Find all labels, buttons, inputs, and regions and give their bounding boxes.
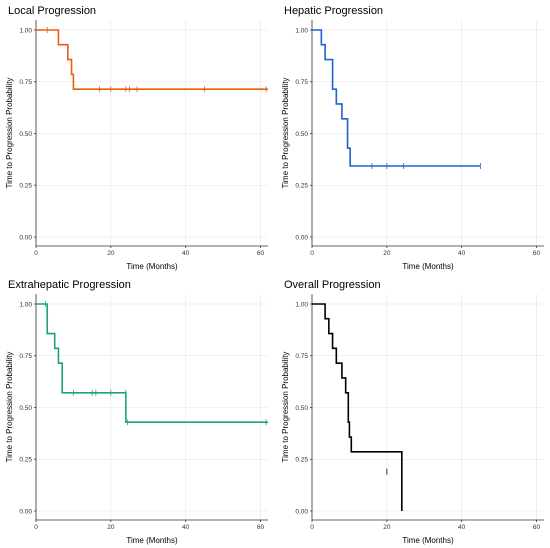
panel-title: Overall Progression [284, 279, 381, 291]
km-step-line [36, 303, 268, 423]
y-tick-label: 0.75 [295, 353, 308, 360]
x-tick-label: 20 [107, 250, 115, 257]
km-step-line [36, 29, 268, 91]
y-tick-label: 1.00 [295, 301, 308, 308]
panel-title: Local Progression [8, 5, 96, 17]
panel-3: Extrahepatic Progression 0 20 40 60 0.00 0.25 0… [5, 279, 268, 545]
y-tick-label: 0.00 [19, 234, 32, 241]
y-tick-label: 0.25 [19, 183, 32, 190]
y-tick-label: 0.75 [19, 79, 32, 86]
y-tick-label: 1.00 [19, 27, 32, 34]
y-tick-label: 0.00 [19, 508, 32, 515]
x-tick-label: 40 [458, 524, 466, 531]
x-tick-label: 20 [383, 250, 391, 257]
x-tick-label: 60 [533, 250, 541, 257]
y-tick-label: 0.50 [295, 131, 308, 138]
panel-title: Extrahepatic Progression [8, 279, 131, 291]
x-tick-label: 40 [458, 250, 466, 257]
x-tick-label: 0 [310, 250, 314, 257]
y-tick-label: 0.50 [295, 405, 308, 412]
y-tick-label: 0.25 [295, 457, 308, 464]
y-axis-label: Time to Progression Probability [5, 352, 14, 463]
y-axis-label: Time to Progression Probability [281, 352, 290, 463]
panel-4: Overall Progression 0 20 40 60 0.00 0.25 0.50 0.… [281, 279, 544, 545]
x-axis-label: Time (Months) [402, 262, 454, 271]
panel-1: Local Progression 0 20 40 60 0.00 0.25 0.50 0.75… [5, 5, 268, 271]
y-axis-label: Time to Progression Probability [281, 78, 290, 189]
y-tick-label: 1.00 [19, 301, 32, 308]
km-step-line [312, 303, 403, 511]
x-axis-label: Time (Months) [402, 536, 454, 545]
y-tick-label: 0.50 [19, 131, 32, 138]
y-tick-label: 1.00 [295, 27, 308, 34]
y-tick-label: 0.00 [295, 508, 308, 515]
y-tick-label: 0.50 [19, 405, 32, 412]
panel-title: Hepatic Progression [284, 5, 383, 17]
y-tick-label: 0.25 [19, 457, 32, 464]
x-tick-label: 60 [533, 524, 541, 531]
x-tick-label: 20 [383, 524, 391, 531]
x-tick-label: 40 [182, 250, 190, 257]
x-tick-label: 60 [257, 524, 265, 531]
x-tick-label: 0 [34, 524, 38, 531]
y-tick-label: 0.25 [295, 183, 308, 190]
x-tick-label: 0 [34, 250, 38, 257]
x-axis-label: Time (Months) [126, 536, 178, 545]
x-tick-label: 0 [310, 524, 314, 531]
x-tick-label: 40 [182, 524, 190, 531]
y-axis-label: Time to Progression Probability [5, 78, 14, 189]
x-axis-label: Time (Months) [126, 262, 178, 271]
panel-2: Hepatic Progression 0 20 40 60 0.00 0.25 0.50 0.… [281, 5, 544, 271]
y-tick-label: 0.00 [295, 234, 308, 241]
km-step-line [312, 29, 481, 167]
x-tick-label: 20 [107, 524, 115, 531]
y-tick-label: 0.75 [295, 79, 308, 86]
x-tick-label: 60 [257, 250, 265, 257]
y-tick-label: 0.75 [19, 353, 32, 360]
